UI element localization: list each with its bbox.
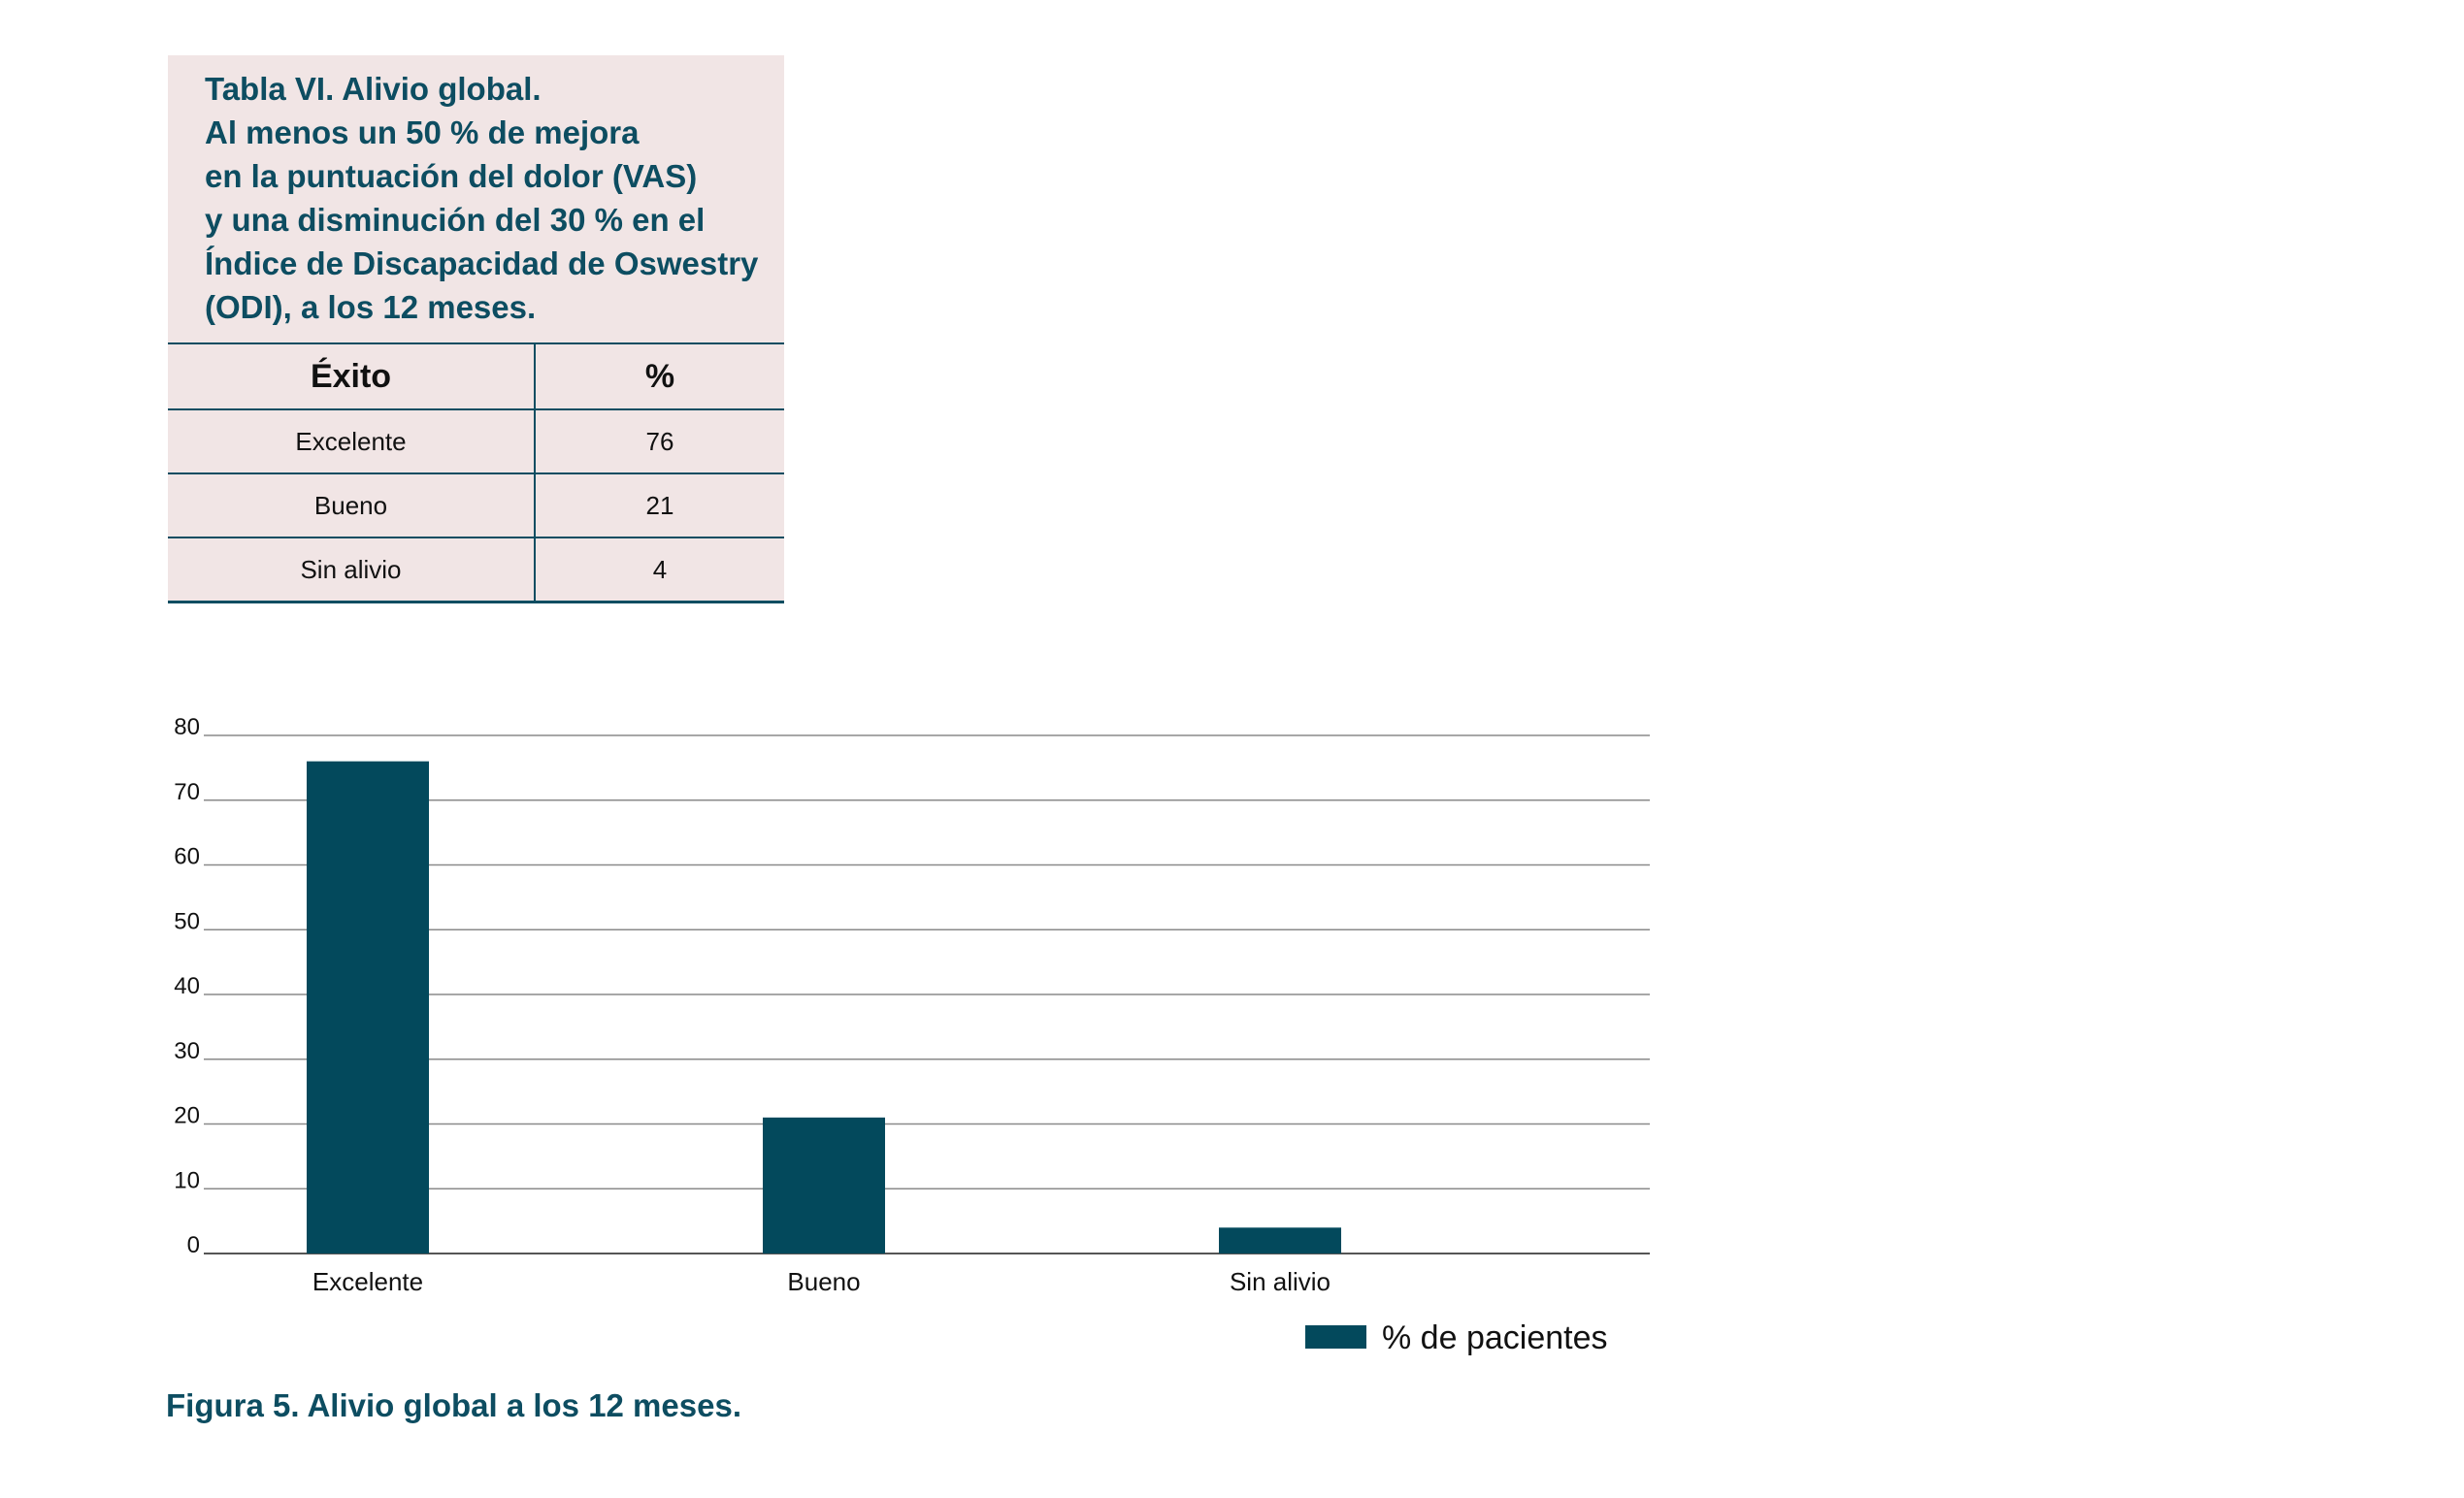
y-axis-ticks: 0 10 20 30 40 50 60 70 80 [174,714,200,1258]
legend: % de pacientes [1305,1319,1608,1356]
table-row: Sin alivio 4 [168,537,784,601]
y-tick-label: 0 [187,1232,200,1258]
y-tick-label: 80 [174,714,200,740]
x-tick-label: Excelente [312,1267,423,1296]
y-tick-label: 10 [174,1167,200,1193]
y-tick-label: 40 [174,973,200,999]
x-tick-label: Sin alivio [1230,1267,1331,1296]
x-axis-labels: Excelente Bueno Sin alivio [312,1267,1331,1296]
y-tick-label: 70 [174,779,200,805]
x-tick-label: Bueno [787,1267,860,1296]
row-label: Bueno [168,472,536,537]
table-title-line: Tabla VI. Alivio global. [205,71,542,107]
header-exito: Éxito [168,342,536,409]
table-title-line: Al menos un 50 % de mejora [205,114,640,150]
row-label: Excelente [168,408,536,473]
table-title: Tabla VI. Alivio global. Al menos un 50 … [168,55,784,342]
row-value: 76 [535,408,784,473]
table-title-line: Índice de Discapacidad de Oswestry [205,245,759,281]
row-value: 4 [535,537,784,601]
gridlines [204,734,1650,1254]
y-tick-label: 50 [174,908,200,934]
table-title-line: en la puntuación del dolor (VAS) [205,158,698,194]
bar [307,761,429,1254]
table-row: Bueno 21 [168,472,784,537]
table-row: Excelente 76 [168,408,784,473]
results-table: Éxito % Excelente 76 Bueno 21 Sin alivio… [168,342,784,601]
figure-caption: Figura 5. Alivio global a los 12 meses. [166,1387,741,1423]
bar [1219,1227,1341,1254]
row-label: Sin alivio [168,537,536,601]
row-value: 21 [535,472,784,537]
results-table-panel: Tabla VI. Alivio global. Al menos un 50 … [168,55,784,603]
table-title-line: y una disminución del 30 % en el [205,202,706,238]
table-title-line: (ODI), a los 12 meses. [205,289,537,325]
legend-swatch [1305,1325,1366,1349]
table-header-row: Éxito % [168,342,784,409]
y-tick-label: 60 [174,844,200,870]
y-tick-label: 30 [174,1038,200,1064]
header-percent: % [535,342,784,409]
y-tick-label: 20 [174,1103,200,1129]
bar [763,1117,885,1254]
legend-label: % de pacientes [1382,1319,1608,1356]
bars [307,761,1341,1254]
